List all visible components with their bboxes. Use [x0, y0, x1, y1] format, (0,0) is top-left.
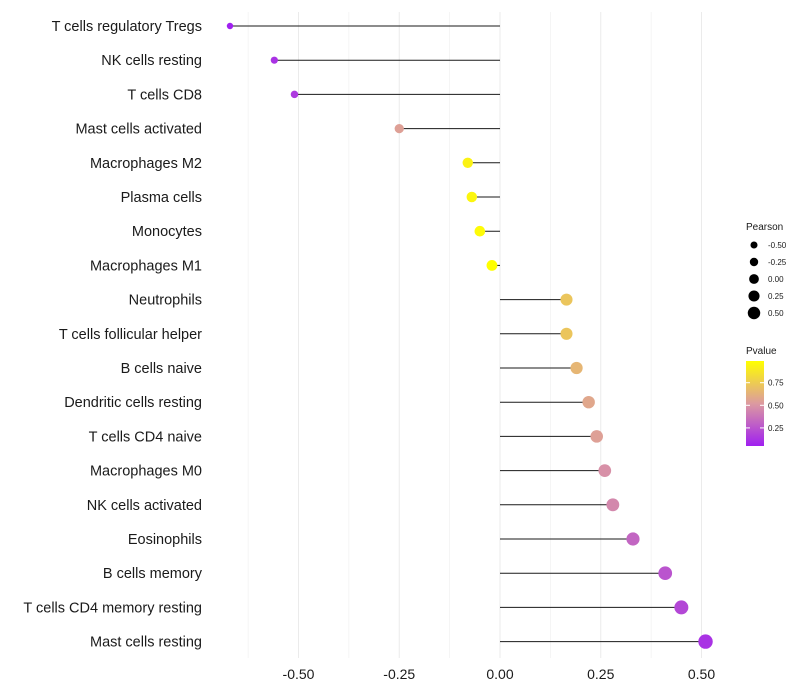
size-legend-key [750, 241, 758, 249]
point-16 [658, 566, 673, 581]
y-tick-label: B cells memory [103, 566, 203, 582]
y-tick-label: Neutrophils [129, 293, 202, 309]
point-0 [226, 22, 234, 30]
grid-lines [247, 12, 702, 658]
x-tick-label: 0.00 [486, 666, 513, 682]
y-tick-label: T cells CD8 [127, 87, 202, 103]
y-tick-label: T cells follicular helper [59, 327, 202, 343]
y-tick-label: T cells regulatory Tregs [52, 19, 202, 35]
y-tick-label: NK cells activated [87, 498, 202, 514]
size-legend-key [749, 257, 759, 267]
size-legend-label: 0.50 [768, 309, 784, 318]
size-legend-key [747, 306, 761, 320]
x-tick-label: -0.50 [283, 666, 315, 682]
x-tick-label: -0.25 [383, 666, 415, 682]
y-tick-label: Macrophages M0 [90, 464, 202, 480]
size-legend-key [749, 274, 759, 284]
size-legend-label: 0.00 [768, 275, 784, 284]
point-14 [606, 498, 620, 512]
point-13 [598, 464, 612, 477]
y-tick-label: Mast cells resting [90, 635, 202, 651]
x-axis-labels: -0.50 -0.25 0.00 0.25 0.50 [283, 666, 716, 682]
point-7 [486, 259, 498, 271]
size-legend-key [748, 290, 760, 302]
lollipop-points [226, 22, 713, 649]
point-9 [560, 327, 573, 340]
point-17 [674, 600, 689, 615]
point-5 [466, 191, 478, 203]
color-legend-label: 0.50 [768, 401, 784, 410]
y-tick-label: Mast cells activated [75, 122, 202, 138]
color-legend-label: 0.25 [768, 424, 784, 433]
point-15 [626, 532, 640, 546]
size-legend-title: Pearson [746, 222, 783, 233]
y-tick-label: Eosinophils [128, 532, 202, 548]
y-tick-label: B cells naive [121, 361, 202, 377]
point-18 [698, 634, 713, 649]
point-12 [590, 430, 604, 443]
y-tick-label: T cells CD4 memory resting [23, 600, 202, 616]
pvalue-color-legend: Pvalue 0.25 0.50 0.75 [746, 346, 784, 446]
point-8 [560, 293, 573, 306]
y-tick-label: Macrophages M2 [90, 156, 202, 172]
point-11 [582, 395, 595, 409]
point-10 [570, 361, 583, 375]
x-tick-label: 0.50 [688, 666, 715, 682]
y-tick-label: T cells CD4 naive [89, 429, 202, 445]
y-tick-label: NK cells resting [101, 53, 202, 69]
point-6 [474, 225, 486, 237]
point-1 [270, 56, 278, 64]
point-3 [394, 123, 404, 134]
y-tick-label: Macrophages M1 [90, 258, 202, 274]
color-legend-title: Pvalue [746, 346, 777, 357]
x-tick-label: 0.25 [587, 666, 614, 682]
y-tick-label: Plasma cells [121, 190, 202, 206]
size-legend-label: 0.25 [768, 292, 784, 301]
lollipop-stems [229, 25, 706, 643]
size-legend-label: -0.50 [768, 241, 787, 250]
point-2 [290, 90, 299, 99]
size-legend-label: -0.25 [768, 258, 787, 267]
pearson-size-legend: Pearson -0.50 -0.25 0.00 0.25 0.50 [746, 222, 787, 320]
pvalue-colorbar [746, 361, 764, 446]
y-axis-labels: T cells regulatory Tregs NK cells resting… [23, 19, 202, 651]
y-tick-label: Dendritic cells resting [64, 395, 202, 411]
point-4 [462, 157, 473, 168]
color-legend-label: 0.75 [768, 379, 784, 388]
y-tick-label: Monocytes [132, 224, 202, 240]
